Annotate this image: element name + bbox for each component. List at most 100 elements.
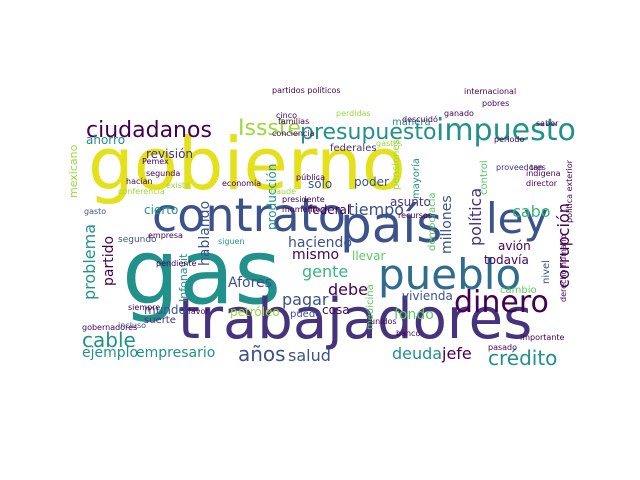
word-tan: tan (530, 163, 544, 172)
word-momento: momento (282, 205, 321, 214)
word-cosa: cosa (322, 303, 350, 317)
word-importante: importante (520, 333, 565, 342)
word-issste: Issste (238, 116, 302, 141)
word-revision: revisión (146, 147, 194, 161)
word-poder: poder (354, 175, 389, 189)
word-cable: cable (82, 328, 136, 352)
word-produccion: producción (265, 163, 279, 230)
word-deuda: deuda (392, 344, 443, 363)
word-descuido: descuidó (402, 115, 438, 124)
word-trabajadores: trabajadores (178, 287, 533, 352)
word-gobernadores: gobernadores (82, 323, 138, 332)
word-gobierno: gobierno (88, 122, 406, 206)
word-director: director (526, 179, 558, 188)
word-perdidas: perdidas (336, 109, 371, 118)
word-derecho-humano: derecho humano (559, 233, 568, 302)
word-mismo: mismo (292, 247, 340, 263)
word-federal: federal (308, 203, 351, 217)
word-recursos: recursos (398, 211, 433, 220)
word-saber: saber (536, 119, 559, 128)
word-puedo: puedo (290, 309, 322, 320)
word-conferencia: conferencia (118, 187, 165, 196)
word-hablando: hablando (197, 200, 213, 266)
word-todavia: todavía (484, 253, 529, 267)
word-gasto: gasto (84, 207, 107, 216)
word-presupuesto: presupuesto (300, 120, 437, 145)
word-ejemplo: ejemplo (82, 345, 139, 361)
word-politica-exterior: política exterior (565, 159, 574, 223)
word-publica: pública (296, 173, 325, 182)
word-hacian: hacían (126, 177, 153, 186)
word-debe: debe (328, 280, 368, 299)
word-unidos: unidos (370, 317, 397, 326)
word-cierto: cierto (144, 203, 179, 217)
word-nivel: nivel (541, 259, 552, 284)
word-dinero: dinero (454, 285, 549, 320)
word-favor: favor (188, 307, 209, 316)
word-cambio: cambio (500, 285, 537, 296)
word-siempre: siempre (128, 303, 161, 312)
word-llevar: llevar (352, 249, 386, 263)
word-anos: años (238, 342, 286, 366)
word-gente: gente (302, 262, 349, 281)
word-cinco: cinco (276, 111, 297, 120)
word-salud: salud (288, 346, 331, 365)
word-pendiente: pendiente (156, 259, 197, 268)
word-problema: problema (80, 224, 99, 301)
word-presidente: presidente (282, 195, 325, 204)
word-ahorro: ahorro (86, 133, 126, 147)
word-fraude: fraude (270, 187, 297, 196)
word-partidos-politicos: partidos políticos (272, 86, 341, 95)
word-banco: banco (396, 329, 421, 338)
word-democracia: democracia (427, 192, 438, 251)
word-ganado: ganado (444, 109, 474, 118)
word-fondo: fondo (394, 307, 434, 323)
word-proveedores: proveedores (496, 163, 546, 172)
word-gas: gas (122, 220, 282, 325)
word-economia: economía (222, 179, 262, 188)
word-politica: política (466, 188, 485, 247)
word-segunda: segunda (146, 169, 181, 178)
word-ciudadanos: ciudadanos (86, 118, 212, 143)
word-solo: sólo (308, 177, 333, 191)
word-manera: manera (392, 117, 431, 128)
word-millones: millones (439, 194, 455, 254)
word-contrato: contrato (152, 188, 346, 242)
word-tiempo: tiempo (348, 200, 405, 219)
word-pobres: pobres (482, 99, 510, 108)
word-avion: avión (498, 239, 531, 253)
word-vivienda: vivienda (402, 289, 453, 303)
word-control: control (479, 159, 490, 195)
word-credito: crédito (488, 346, 558, 370)
word-ley: ley (486, 194, 549, 243)
word-mayoria: mayoría (411, 157, 422, 199)
word-indigena: indígena (526, 169, 561, 178)
word-mundo: mundo (144, 303, 186, 317)
word-conciencia: conciencia (272, 129, 315, 138)
word-empresa: empresa (148, 231, 183, 240)
word-suerte: suerte (144, 315, 176, 326)
word-incluso: incluso (118, 321, 147, 330)
word-afores: Afores (228, 275, 272, 291)
word-familias: familias (278, 117, 310, 126)
word-mexicano: mexicano (67, 145, 80, 199)
word-periodo: periodo (494, 135, 525, 144)
word-pemex: Pemex (142, 157, 169, 166)
word-pueblo: pueblo (378, 250, 522, 299)
word-federales: federales (330, 143, 377, 154)
word-segundo: segundo (118, 235, 157, 245)
word-pais: país (340, 196, 443, 254)
word-haciendo: haciendo (288, 235, 352, 251)
word-gastos: gastos (376, 139, 403, 148)
word-internacional: internacional (464, 87, 517, 96)
word-pasado: pasado (488, 343, 518, 352)
word-petroleo: petróleo (230, 305, 280, 319)
word-impuesto: impuesto (436, 113, 576, 148)
word-empresario: empresario (136, 345, 216, 361)
word-jefe: jefe (442, 344, 472, 363)
word-partido: partido (101, 235, 117, 286)
word-cabo: cabo (512, 202, 551, 221)
word-pagar: pagar (282, 290, 329, 309)
word-siguen: siguen (218, 237, 245, 246)
